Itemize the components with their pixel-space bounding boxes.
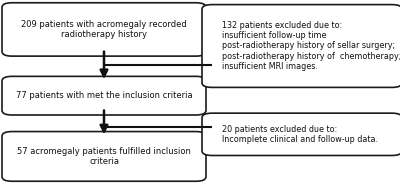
Text: 20 patients excluded due to:
Incomplete clinical and follow-up data.: 20 patients excluded due to: Incomplete …: [222, 125, 378, 144]
FancyBboxPatch shape: [2, 3, 206, 56]
Text: 57 acromegaly patients fulfilled inclusion
criteria: 57 acromegaly patients fulfilled inclusi…: [17, 147, 191, 166]
FancyBboxPatch shape: [202, 113, 400, 155]
Text: 209 patients with acromegaly recorded
radiotherapy history: 209 patients with acromegaly recorded ra…: [21, 20, 187, 39]
FancyBboxPatch shape: [2, 76, 206, 115]
Text: 132 patients excluded due to:
insufficient follow-up time
post-radiotherapy hist: 132 patients excluded due to: insufficie…: [222, 21, 400, 71]
Text: 77 patients with met the inclusion criteria: 77 patients with met the inclusion crite…: [16, 91, 192, 100]
FancyBboxPatch shape: [2, 132, 206, 181]
FancyBboxPatch shape: [202, 5, 400, 87]
